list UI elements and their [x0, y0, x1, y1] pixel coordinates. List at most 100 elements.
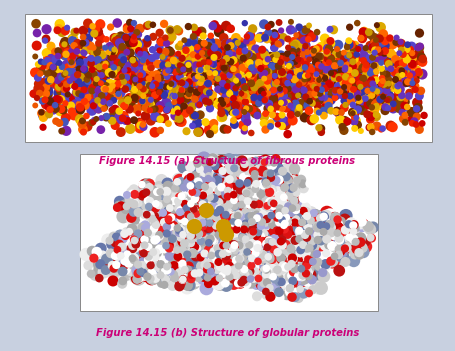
Point [247, 268, 254, 273]
Point [147, 190, 154, 196]
Point [289, 280, 296, 286]
Point [237, 165, 244, 171]
Point [218, 239, 225, 245]
Point [362, 244, 369, 249]
Point [108, 53, 116, 59]
Point [230, 233, 238, 239]
Point [222, 84, 229, 90]
Point [165, 223, 172, 228]
Point [176, 67, 183, 73]
Point [269, 200, 277, 206]
Point [101, 59, 108, 65]
Point [194, 189, 201, 195]
Point [298, 214, 305, 220]
Point [182, 51, 189, 56]
Point [263, 212, 271, 218]
Point [189, 199, 196, 205]
Point [210, 49, 217, 54]
Point [145, 266, 152, 272]
Point [302, 250, 309, 256]
Point [199, 214, 207, 220]
Point [261, 97, 268, 103]
Point [239, 196, 246, 202]
Point [277, 212, 284, 217]
Point [278, 112, 286, 118]
Point [251, 254, 258, 260]
Point [171, 249, 178, 254]
Point [144, 232, 151, 237]
Point [241, 85, 248, 91]
Point [76, 60, 84, 65]
Point [176, 221, 183, 227]
Point [185, 220, 192, 225]
Point [170, 58, 177, 63]
Point [279, 206, 286, 212]
Point [356, 104, 364, 110]
Point [267, 213, 274, 219]
Point [194, 54, 202, 59]
Point [184, 221, 191, 227]
Point [102, 83, 110, 88]
Point [233, 214, 240, 220]
Point [391, 69, 399, 75]
Point [208, 242, 216, 248]
Point [246, 34, 253, 39]
Point [262, 127, 269, 132]
Point [284, 36, 292, 42]
Point [181, 195, 188, 201]
Point [161, 213, 168, 219]
Point [185, 79, 192, 85]
Point [289, 227, 297, 233]
Point [198, 251, 206, 256]
Point [334, 224, 341, 230]
Point [157, 195, 165, 201]
Point [223, 228, 230, 233]
Point [282, 222, 289, 227]
Point [202, 207, 209, 213]
Point [54, 82, 61, 88]
Point [261, 225, 268, 231]
Point [192, 76, 199, 81]
Point [222, 169, 229, 174]
Point [291, 217, 298, 222]
Point [221, 173, 228, 179]
Point [260, 247, 267, 253]
Point [166, 48, 173, 54]
Point [120, 61, 127, 67]
Point [310, 245, 318, 250]
Point [181, 282, 188, 287]
Point [139, 259, 147, 265]
Point [231, 238, 238, 243]
Point [268, 250, 275, 256]
Point [119, 281, 126, 286]
Point [180, 64, 187, 69]
Point [262, 212, 269, 218]
Point [293, 90, 300, 95]
Point [275, 224, 283, 230]
Point [230, 191, 237, 196]
Point [288, 261, 295, 267]
Point [282, 78, 289, 84]
Point [278, 117, 286, 122]
Point [224, 240, 231, 245]
Point [306, 227, 313, 232]
Point [223, 165, 230, 171]
Point [263, 183, 271, 188]
Point [262, 270, 269, 276]
Point [344, 119, 351, 124]
Point [211, 234, 218, 239]
Point [330, 218, 338, 224]
Point [278, 255, 285, 261]
Point [233, 225, 240, 230]
Point [92, 98, 99, 104]
Point [139, 99, 146, 104]
Point [287, 221, 294, 226]
Point [214, 237, 222, 242]
Point [225, 223, 232, 229]
Point [224, 226, 232, 232]
Point [136, 256, 143, 262]
Point [227, 213, 234, 219]
Point [283, 55, 291, 61]
Point [239, 179, 247, 185]
Point [158, 256, 165, 261]
